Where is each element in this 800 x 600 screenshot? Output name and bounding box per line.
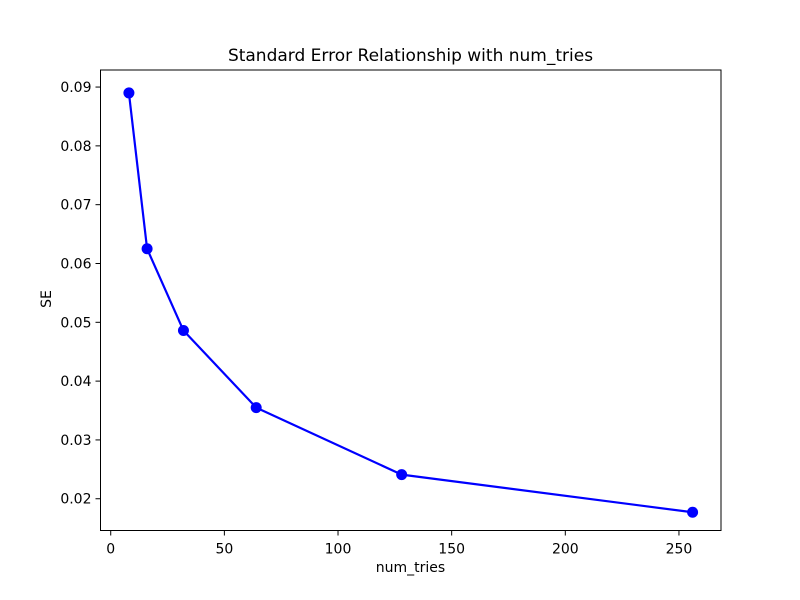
- x-tick-label: 0: [106, 542, 115, 558]
- x-tick-label: 250: [666, 542, 693, 558]
- data-point-marker: [141, 243, 153, 255]
- x-tick-label: 200: [552, 542, 579, 558]
- data-point-marker: [177, 325, 189, 337]
- plot-border: [100, 69, 722, 531]
- y-tick-label: 0.06: [60, 256, 91, 272]
- data-point-marker: [123, 87, 135, 99]
- y-tick-label: 0.04: [60, 374, 91, 390]
- y-tick-label: 0.05: [60, 315, 91, 331]
- data-point-marker: [687, 506, 699, 518]
- data-point-marker: [250, 402, 262, 414]
- y-tick-label: 0.03: [60, 433, 91, 449]
- chart-title: Standard Error Relationship with num_tri…: [227, 46, 594, 66]
- x-tick-label: 150: [438, 542, 465, 558]
- y-tick-label: 0.08: [60, 139, 91, 155]
- x-tick-label: 100: [325, 542, 352, 558]
- y-tick-label: 0.02: [60, 492, 91, 508]
- y-axis-label: SE: [39, 290, 55, 308]
- data-point-marker: [396, 469, 408, 481]
- x-axis-label: num_tries: [375, 560, 446, 576]
- series-line: [127, 91, 694, 514]
- y-tick-label: 0.07: [60, 198, 91, 214]
- y-tick-label: 0.09: [60, 80, 91, 96]
- x-tick-label: 50: [215, 542, 233, 558]
